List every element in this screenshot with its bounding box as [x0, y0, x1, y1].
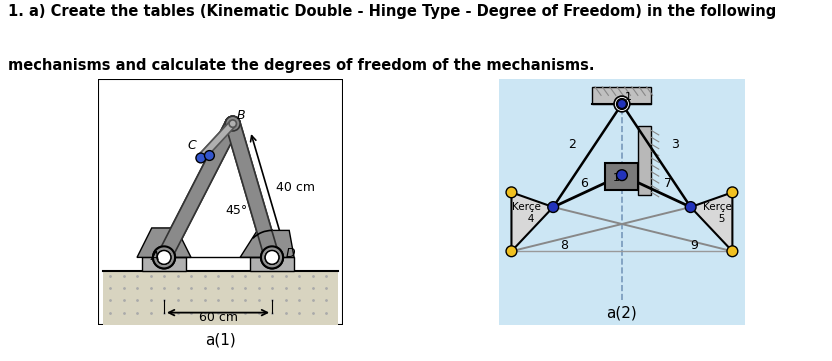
Circle shape: [265, 251, 279, 264]
Circle shape: [506, 246, 517, 257]
Polygon shape: [225, 122, 279, 260]
Bar: [592, 87, 651, 104]
Text: 10: 10: [612, 173, 626, 183]
Text: 40 cm: 40 cm: [276, 181, 315, 194]
Text: 1. a) Create the tables (Kinematic Double - Hinge Type - Degree of Freedom) in t: 1. a) Create the tables (Kinematic Doubl…: [8, 4, 776, 19]
Bar: [102, 271, 339, 325]
Circle shape: [225, 116, 240, 131]
Text: 45°: 45°: [225, 204, 248, 217]
Text: C: C: [187, 139, 196, 152]
Circle shape: [727, 187, 738, 198]
Text: 9: 9: [691, 239, 699, 252]
Circle shape: [229, 120, 236, 127]
Circle shape: [196, 153, 206, 163]
Text: a(1): a(1): [206, 332, 235, 348]
Polygon shape: [512, 192, 553, 251]
Polygon shape: [198, 121, 235, 161]
Circle shape: [225, 116, 240, 131]
Text: D: D: [285, 247, 295, 260]
Polygon shape: [198, 121, 235, 161]
Text: 1: 1: [625, 92, 631, 102]
Text: Kerçe
   5: Kerçe 5: [703, 202, 732, 224]
Text: B: B: [236, 109, 245, 122]
Circle shape: [614, 96, 630, 112]
Bar: [638, 126, 651, 195]
Circle shape: [225, 116, 240, 131]
Bar: [142, 257, 186, 271]
Circle shape: [617, 170, 627, 180]
Circle shape: [265, 250, 280, 265]
Text: 6: 6: [580, 177, 588, 191]
Circle shape: [617, 99, 627, 109]
Circle shape: [197, 154, 205, 162]
Text: 7: 7: [664, 177, 671, 191]
Text: 60 cm: 60 cm: [199, 311, 237, 324]
Text: Kerçe
   4: Kerçe 4: [512, 202, 541, 224]
Circle shape: [265, 250, 280, 265]
Circle shape: [225, 116, 240, 131]
Text: A: A: [151, 250, 159, 263]
Circle shape: [156, 250, 171, 265]
Text: 2: 2: [568, 138, 576, 151]
Circle shape: [727, 246, 738, 257]
Circle shape: [205, 151, 215, 160]
Polygon shape: [240, 230, 295, 257]
Polygon shape: [225, 122, 279, 260]
Circle shape: [157, 251, 171, 264]
Text: 8: 8: [561, 239, 568, 252]
Bar: [605, 163, 638, 190]
Bar: [250, 257, 295, 271]
Circle shape: [686, 202, 696, 213]
Text: a(2): a(2): [607, 305, 637, 321]
Polygon shape: [691, 192, 732, 251]
Circle shape: [153, 246, 175, 269]
Circle shape: [197, 154, 205, 162]
Text: 3: 3: [671, 138, 679, 151]
Circle shape: [547, 202, 558, 213]
Polygon shape: [137, 228, 191, 257]
Circle shape: [261, 246, 283, 269]
Circle shape: [506, 187, 517, 198]
Circle shape: [156, 250, 171, 265]
Circle shape: [617, 100, 626, 108]
Text: mechanisms and calculate the degrees of freedom of the mechanisms.: mechanisms and calculate the degrees of …: [8, 58, 595, 73]
Polygon shape: [157, 120, 240, 261]
Circle shape: [229, 120, 236, 127]
Polygon shape: [157, 120, 240, 261]
